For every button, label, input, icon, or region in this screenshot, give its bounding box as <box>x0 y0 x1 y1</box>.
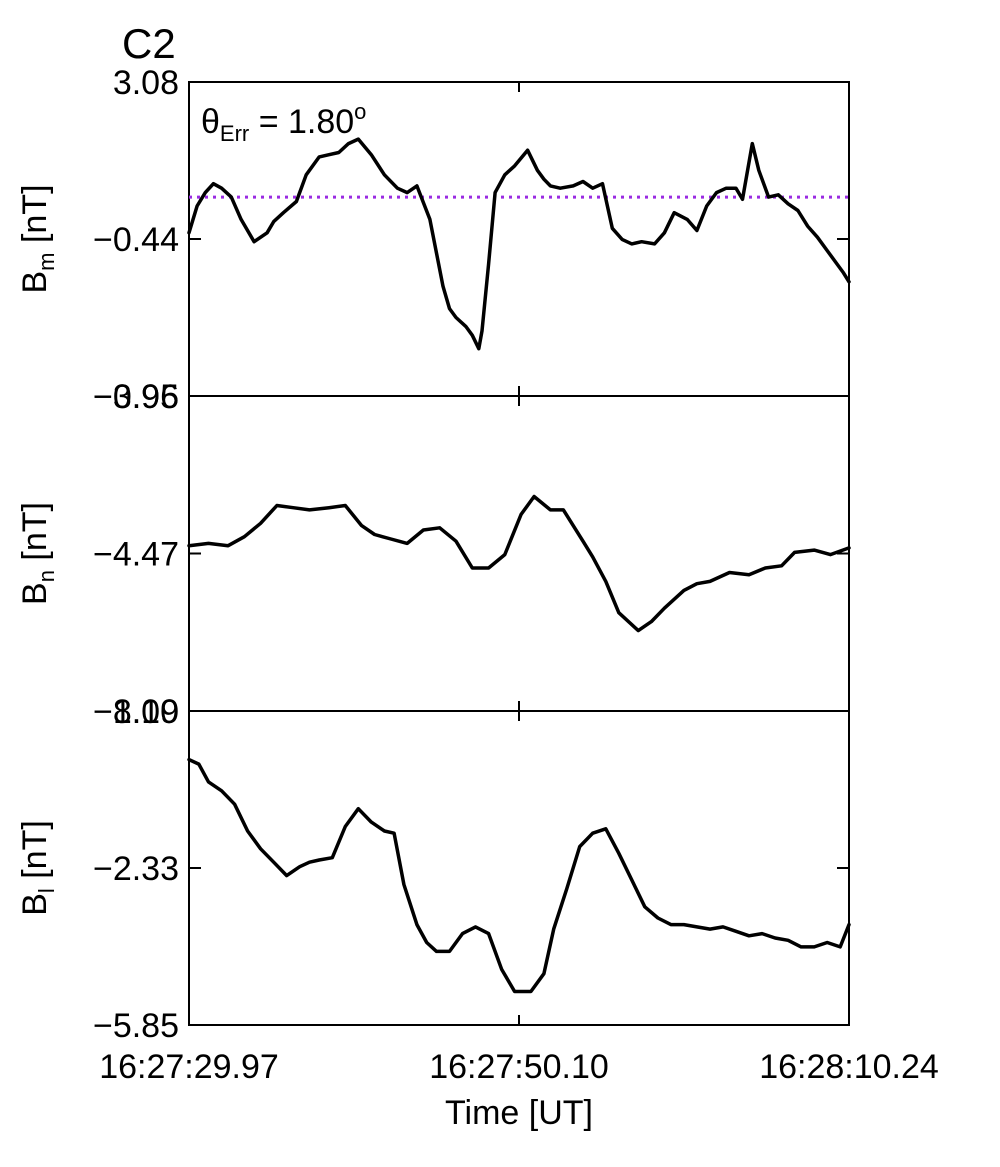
bm-y-axis-label: Bm [nT] <box>16 184 59 293</box>
bl-y-axis-label-part: B <box>16 893 54 916</box>
bn-y-axis-label-part: [nT] <box>16 502 54 570</box>
bn-y-axis-label-part: n <box>34 570 59 582</box>
panels-group: 3.08 −0.44 −3.96 Bm [nT] −0.95 −4.47 −8.00 Bn [… <box>16 64 851 1045</box>
theta-value: = 1.80 <box>249 103 354 141</box>
x-tick-label-left: 16:27:29.97 <box>99 1048 279 1086</box>
x-tick-label-right: 16:28:10.24 <box>759 1048 939 1086</box>
theta-subscript: Err <box>220 121 249 146</box>
bn-y-axis-label-part: B <box>16 582 54 605</box>
bl-y-axis-label: Bl [nT] <box>16 820 59 916</box>
bm-y-axis-label-part: m <box>34 253 59 271</box>
bn-y-axis-label: Bn [nT] <box>16 502 59 605</box>
theta-symbol: θ <box>201 103 220 141</box>
bm-ytick-label: −0.44 <box>93 221 179 259</box>
bn-ytick-label: −0.95 <box>93 378 179 416</box>
x-tick-label-mid: 16:27:50.10 <box>429 1048 609 1086</box>
bl-axes-frame <box>188 710 850 1026</box>
x-axis-label: Time [UT] <box>445 1094 593 1132</box>
bn-series-line <box>187 494 851 633</box>
bn-ytick-label: −8.00 <box>93 693 179 731</box>
theta-error-annotation: θErr = 1.80o <box>201 99 366 146</box>
bn-axes-frame <box>188 395 850 712</box>
bm-y-axis-label-part: [nT] <box>16 184 54 252</box>
bl-y-axis-label-part: [nT] <box>16 820 54 888</box>
bl-ytick-label: −5.85 <box>93 1007 179 1045</box>
figure-title: C2 <box>122 20 176 67</box>
bn-ytick-label: −4.47 <box>93 536 179 574</box>
bl-series-line <box>187 757 851 994</box>
bl-ytick-label: −2.33 <box>93 850 179 888</box>
bm-ytick-label: 3.08 <box>113 64 179 102</box>
bm-y-axis-label-part: B <box>16 271 54 294</box>
bm-ytick-label: −3.96 <box>93 378 179 416</box>
bm-series-line <box>187 137 851 351</box>
degree-symbol: o <box>354 99 366 124</box>
bl-ytick-label: 1.19 <box>113 693 179 731</box>
bl-y-axis-label-part: l <box>34 888 59 893</box>
